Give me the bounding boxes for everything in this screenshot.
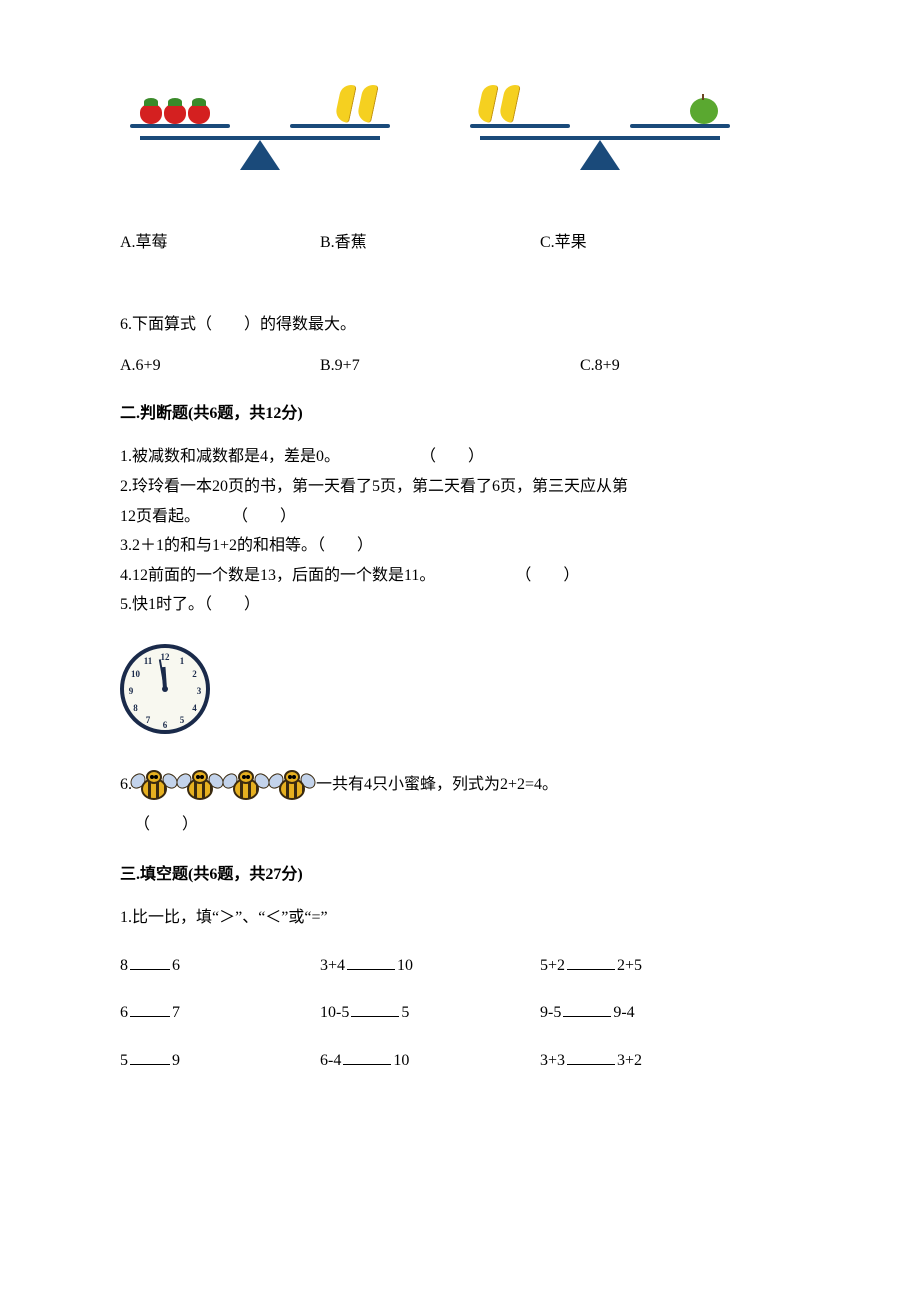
answer-blank[interactable] bbox=[130, 954, 170, 970]
bee-icon bbox=[178, 764, 222, 806]
clock-number: 2 bbox=[188, 667, 200, 681]
banana-icon bbox=[480, 84, 504, 124]
answer-blank[interactable] bbox=[343, 1049, 391, 1065]
balance-scales-figure bbox=[120, 40, 800, 180]
clock-number: 11 bbox=[142, 654, 154, 668]
scale-pan bbox=[630, 124, 730, 128]
answer-blank[interactable] bbox=[351, 1001, 399, 1017]
balance-scale-left bbox=[120, 60, 400, 180]
scale-pan bbox=[470, 124, 570, 128]
scale-pan bbox=[130, 124, 230, 128]
clock-number: 9 bbox=[125, 684, 137, 698]
judge-q2-line1: 2.玲玲看一本20页的书，第一天看了5页，第二天看了6页，第三天应从第 bbox=[120, 474, 800, 500]
fill-cell: 3+410 bbox=[320, 953, 540, 979]
section2-title: 二.判断题(共6题，共12分) bbox=[120, 401, 800, 427]
judge-q2-line2: 12页看起。 （ ） bbox=[120, 504, 800, 530]
apple-icon bbox=[690, 94, 720, 124]
strawberry-icon bbox=[164, 98, 186, 124]
clock-number: 8 bbox=[130, 701, 142, 715]
fill-q1-text: 1.比一比，填“＞”、“＜”或“=” bbox=[120, 905, 800, 931]
q6-text: 6.下面算式（ ）的得数最大。 bbox=[120, 312, 800, 338]
clock-number: 10 bbox=[130, 667, 142, 681]
judge-q5: 5.快1时了。（ ） bbox=[120, 592, 800, 618]
clock-icon: 121234567891011 bbox=[120, 644, 210, 734]
answer-blank[interactable] bbox=[567, 1049, 615, 1065]
scale-fulcrum bbox=[580, 140, 620, 170]
strawberry-icon bbox=[188, 98, 210, 124]
bee-icon bbox=[132, 764, 176, 806]
scale-fulcrum bbox=[240, 140, 280, 170]
option-b: B.香蕉 bbox=[320, 230, 540, 256]
judge-q6-text: 一共有4只小蜜蜂，列式为2+2=4。 bbox=[316, 772, 558, 798]
judge-q6-paren: （ ） bbox=[134, 812, 800, 838]
clock-number: 6 bbox=[159, 718, 171, 732]
banana-icon bbox=[360, 84, 384, 124]
judge-paren: （ ） bbox=[420, 444, 484, 470]
strawberry-icon bbox=[140, 98, 162, 124]
clock-number: 4 bbox=[188, 701, 200, 715]
option-c: C.苹果 bbox=[540, 230, 587, 256]
answer-blank[interactable] bbox=[130, 1001, 170, 1017]
judge-q6: 6. 一共有4只小蜜蜂，列式为2+2=4。 bbox=[120, 764, 800, 806]
q5-options: A.草莓 B.香蕉 C.苹果 bbox=[120, 230, 800, 256]
judge-q4: 4.12前面的一个数是13，后面的一个数是11。 （ ） bbox=[120, 563, 800, 589]
option-a: A.草莓 bbox=[120, 230, 320, 256]
fill-cell: 6-410 bbox=[320, 1048, 540, 1074]
clock-number: 5 bbox=[176, 713, 188, 727]
fill-row: 596-4103+33+2 bbox=[120, 1048, 800, 1074]
scale-pan bbox=[290, 124, 390, 128]
judge-q4-text: 4.12前面的一个数是13，后面的一个数是11。 bbox=[120, 563, 435, 589]
judge-q1-text: 1.被减数和减数都是4，差是0。 bbox=[120, 444, 340, 470]
q6-options: A.6+9 B.9+7 C.8+9 bbox=[120, 353, 800, 379]
fill-cell: 86 bbox=[120, 953, 320, 979]
clock-figure: 121234567891011 bbox=[120, 644, 800, 734]
clock-number: 7 bbox=[142, 713, 154, 727]
judge-paren: （ ） bbox=[515, 563, 579, 589]
banana-icon bbox=[338, 84, 362, 124]
banana-icon bbox=[502, 84, 526, 124]
fill-cell: 5+22+5 bbox=[540, 953, 642, 979]
judge-q3: 3.2＋1的和与1+2的和相等。（ ） bbox=[120, 533, 800, 559]
option-b: B.9+7 bbox=[320, 353, 580, 379]
clock-number: 1 bbox=[176, 654, 188, 668]
clock-center bbox=[162, 686, 168, 692]
bee-icon bbox=[270, 764, 314, 806]
option-c: C.8+9 bbox=[580, 353, 620, 379]
fill-row: 6710-559-59-4 bbox=[120, 1000, 800, 1026]
clock-number: 3 bbox=[193, 684, 205, 698]
fill-cell: 9-59-4 bbox=[540, 1000, 635, 1026]
judge-q1: 1.被减数和减数都是4，差是0。 （ ） bbox=[120, 444, 800, 470]
section3-title: 三.填空题(共6题，共27分) bbox=[120, 862, 800, 888]
answer-blank[interactable] bbox=[563, 1001, 611, 1017]
fill-cell: 67 bbox=[120, 1000, 320, 1026]
bee-icon bbox=[224, 764, 268, 806]
balance-scale-right bbox=[460, 60, 740, 180]
answer-blank[interactable] bbox=[130, 1049, 170, 1065]
option-a: A.6+9 bbox=[120, 353, 320, 379]
fill-row: 863+4105+22+5 bbox=[120, 953, 800, 979]
fill-cell: 3+33+2 bbox=[540, 1048, 642, 1074]
fill-cell: 10-55 bbox=[320, 1000, 540, 1026]
answer-blank[interactable] bbox=[347, 954, 395, 970]
fill-cell: 59 bbox=[120, 1048, 320, 1074]
answer-blank[interactable] bbox=[567, 954, 615, 970]
